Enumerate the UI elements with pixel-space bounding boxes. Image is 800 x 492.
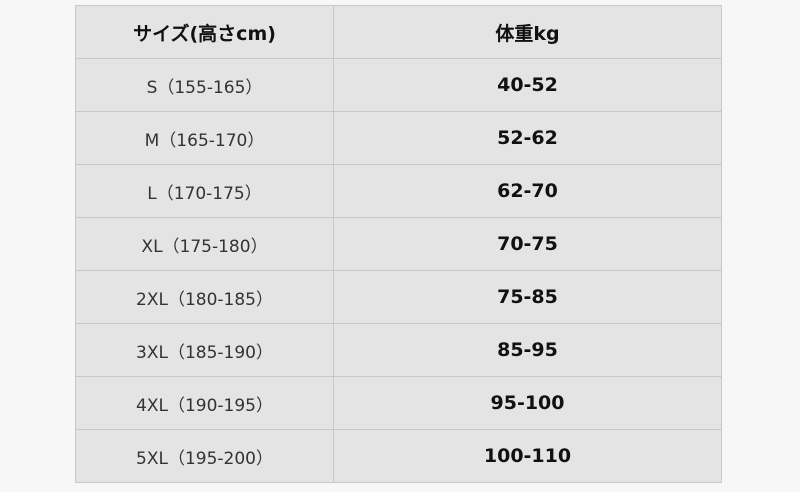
header-size: サイズ(高さcm) — [75, 5, 334, 59]
table-row: 4XL（190-195） 95-100 — [75, 376, 722, 430]
weight-cell: 70-75 — [333, 217, 722, 271]
size-cell: L（170-175） — [75, 164, 334, 218]
weight-cell: 75-85 — [333, 270, 722, 324]
header-weight: 体重kg — [333, 5, 722, 59]
size-cell: 2XL（180-185） — [75, 270, 334, 324]
table-row: M（165-170） 52-62 — [75, 111, 722, 165]
size-cell: 5XL（195-200） — [75, 429, 334, 483]
size-cell: 3XL（185-190） — [75, 323, 334, 377]
table-row: S（155-165） 40-52 — [75, 58, 722, 112]
table-row: 3XL（185-190） 85-95 — [75, 323, 722, 377]
size-cell: 4XL（190-195） — [75, 376, 334, 430]
weight-cell: 85-95 — [333, 323, 722, 377]
table-row: 5XL（195-200） 100-110 — [75, 429, 722, 483]
table-row: L（170-175） 62-70 — [75, 164, 722, 218]
weight-cell: 52-62 — [333, 111, 722, 165]
weight-cell: 62-70 — [333, 164, 722, 218]
size-cell: S（155-165） — [75, 58, 334, 112]
size-chart-table: サイズ(高さcm) 体重kg S（155-165） 40-52 M（165-170）… — [75, 5, 722, 483]
size-cell: M（165-170） — [75, 111, 334, 165]
table-row: XL（175-180） 70-75 — [75, 217, 722, 271]
header-row: サイズ(高さcm) 体重kg — [75, 5, 722, 59]
size-cell: XL（175-180） — [75, 217, 334, 271]
weight-cell: 100-110 — [333, 429, 722, 483]
weight-cell: 95-100 — [333, 376, 722, 430]
weight-cell: 40-52 — [333, 58, 722, 112]
table-row: 2XL（180-185） 75-85 — [75, 270, 722, 324]
